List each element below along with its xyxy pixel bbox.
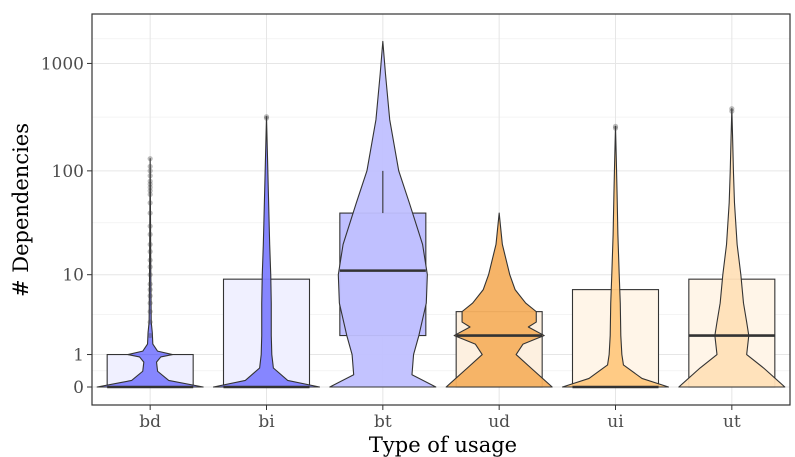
outlier-point xyxy=(263,115,270,121)
outlier-point xyxy=(263,114,270,120)
y-tick-label: 1 xyxy=(73,346,84,366)
x-tick-label: bt xyxy=(374,412,392,432)
x-tick-label: bi xyxy=(258,412,275,432)
y-tick-label: 100 xyxy=(52,162,84,182)
outlier-point xyxy=(147,168,153,174)
group-ud xyxy=(445,212,553,388)
outlier-point xyxy=(147,210,153,216)
group-ui xyxy=(561,123,670,389)
violin-groups xyxy=(96,40,786,389)
outlier-point xyxy=(612,123,619,129)
outlier-point xyxy=(147,272,153,278)
outlier-point xyxy=(147,257,153,263)
x-axis-tick-labels: bd bi bt ud ui ut xyxy=(139,412,741,432)
y-tick-label: 1000 xyxy=(41,54,84,74)
violin-bi xyxy=(212,116,321,388)
x-tick-label: ui xyxy=(607,412,624,432)
outlier-point xyxy=(147,287,153,293)
outlier-point xyxy=(147,293,153,299)
x-tick-label: ud xyxy=(488,412,510,432)
outlier-point xyxy=(147,223,153,229)
outlier-point xyxy=(612,125,619,131)
violin-ud xyxy=(445,212,553,388)
outlier-point xyxy=(147,178,153,184)
outlier-point xyxy=(147,300,153,306)
outlier-point xyxy=(147,332,153,339)
group-bd xyxy=(96,156,204,389)
outlier-point xyxy=(147,173,153,179)
outlier-point xyxy=(147,163,153,170)
x-tick-label: ut xyxy=(723,412,741,432)
y-tick-label: 10 xyxy=(62,266,84,286)
outlier-point xyxy=(147,319,153,325)
group-bi xyxy=(212,114,321,389)
x-tick-label: bd xyxy=(139,412,161,432)
outlier-point xyxy=(147,309,153,315)
y-axis-tick-labels: 0 1 10 100 1000 xyxy=(41,54,84,398)
outlier-point xyxy=(147,281,153,287)
outlier-point xyxy=(147,181,153,187)
outlier-point xyxy=(729,108,735,114)
group-ut xyxy=(678,106,786,388)
y-axis-title: # Dependencies xyxy=(9,123,33,297)
outlier-point xyxy=(147,188,153,194)
outlier-point xyxy=(147,241,153,248)
violin-bt xyxy=(329,40,437,388)
group-bt xyxy=(329,40,437,388)
violin-ui xyxy=(561,125,670,388)
outlier-point xyxy=(147,264,153,270)
plot-panel-border xyxy=(91,13,791,406)
outlier-point xyxy=(147,249,153,255)
outlier-point xyxy=(147,156,153,162)
y-tick-label: 0 xyxy=(73,378,84,398)
violin-bd xyxy=(96,158,204,388)
violin-ut xyxy=(678,108,786,388)
outlier-point xyxy=(147,200,153,206)
outlier-point xyxy=(147,191,153,198)
outlier-point xyxy=(729,106,735,112)
gridlines xyxy=(87,14,790,410)
outlier-point xyxy=(147,184,153,190)
x-axis-title: Type of usage xyxy=(369,433,517,457)
outlier-point xyxy=(147,231,153,238)
